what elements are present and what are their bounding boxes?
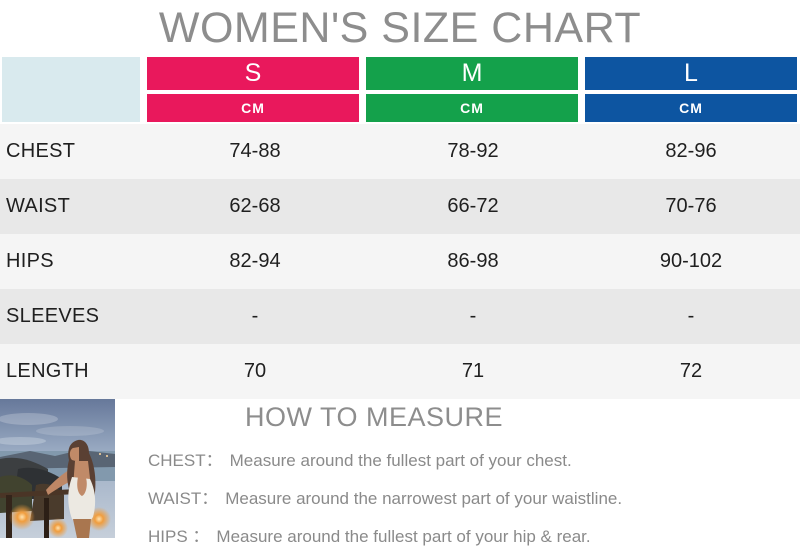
row-label: LENGTH bbox=[6, 360, 89, 382]
cell-value: 78-92 bbox=[447, 140, 499, 162]
cell-value: 90-102 bbox=[659, 250, 723, 272]
row-label: CHEST bbox=[6, 140, 76, 162]
row-label: SLEEVES bbox=[6, 305, 100, 327]
how-to-measure-block: HOW TO MEASURE CHEST： Measure around the … bbox=[148, 399, 622, 546]
cell-value: - bbox=[469, 305, 477, 327]
size-header-l: L bbox=[585, 57, 797, 90]
table-row-sleeves: SLEEVES - - - bbox=[0, 289, 800, 344]
table-row-length: LENGTH 70 71 72 bbox=[0, 344, 800, 399]
unit-header-m: CM bbox=[366, 94, 578, 122]
measure-text: Measure around the fullest part of your … bbox=[229, 451, 572, 470]
woman-sunset-photo-illustration bbox=[0, 399, 115, 538]
how-to-measure-heading: HOW TO MEASURE bbox=[244, 402, 504, 432]
product-photo bbox=[0, 399, 115, 538]
cell-value: 74-88 bbox=[229, 140, 281, 162]
cell-value: 82-94 bbox=[229, 250, 281, 272]
size-header-m: M bbox=[366, 57, 578, 90]
measure-label: CHEST： bbox=[148, 451, 223, 470]
measure-label: HIPS ： bbox=[148, 527, 210, 546]
size-column-s: S CM bbox=[147, 57, 359, 122]
size-header-s: S bbox=[147, 57, 359, 90]
page-title: WOMEN'S SIZE CHART bbox=[158, 4, 642, 52]
how-to-measure-section: HOW TO MEASURE CHEST： Measure around the … bbox=[0, 399, 800, 546]
row-label: HIPS bbox=[6, 250, 54, 272]
cell-value: 66-72 bbox=[447, 195, 499, 217]
cell-value: - bbox=[687, 305, 695, 327]
cell-value: 71 bbox=[461, 360, 485, 382]
size-chart-header: S CM M CM L CM bbox=[0, 57, 800, 122]
size-column-l: L CM bbox=[585, 57, 797, 122]
measure-instruction-chest: CHEST： Measure around the fullest part of… bbox=[148, 446, 600, 471]
size-chart-table: CHEST 74-88 78-92 82-96 WAIST 62-68 66-7… bbox=[0, 124, 800, 399]
measure-instruction-hips: HIPS ： Measure around the fullest part of… bbox=[148, 522, 600, 547]
unit-header-s: CM bbox=[147, 94, 359, 122]
cell-value: 62-68 bbox=[229, 195, 281, 217]
measure-text: Measure around the fullest part of your … bbox=[216, 527, 591, 546]
cell-value: 86-98 bbox=[447, 250, 499, 272]
cell-value: 70-76 bbox=[665, 195, 717, 217]
measure-label: WAIST： bbox=[148, 489, 219, 508]
row-label: WAIST bbox=[6, 195, 71, 217]
cell-value: 70 bbox=[243, 360, 267, 382]
cell-value: 82-96 bbox=[665, 140, 717, 162]
cell-value: - bbox=[251, 305, 259, 327]
header-corner-cell bbox=[2, 57, 140, 122]
measure-instruction-waist: WAIST： Measure around the narrowest part … bbox=[148, 484, 622, 509]
table-row-waist: WAIST 62-68 66-72 70-76 bbox=[0, 179, 800, 234]
cell-value: 72 bbox=[679, 360, 703, 382]
size-column-m: M CM bbox=[366, 57, 578, 122]
measure-text: Measure around the narrowest part of you… bbox=[225, 489, 623, 508]
table-row-hips: HIPS 82-94 86-98 90-102 bbox=[0, 234, 800, 289]
table-row-chest: CHEST 74-88 78-92 82-96 bbox=[0, 124, 800, 179]
title-bar: WOMEN'S SIZE CHART bbox=[0, 0, 800, 57]
unit-header-l: CM bbox=[585, 94, 797, 122]
